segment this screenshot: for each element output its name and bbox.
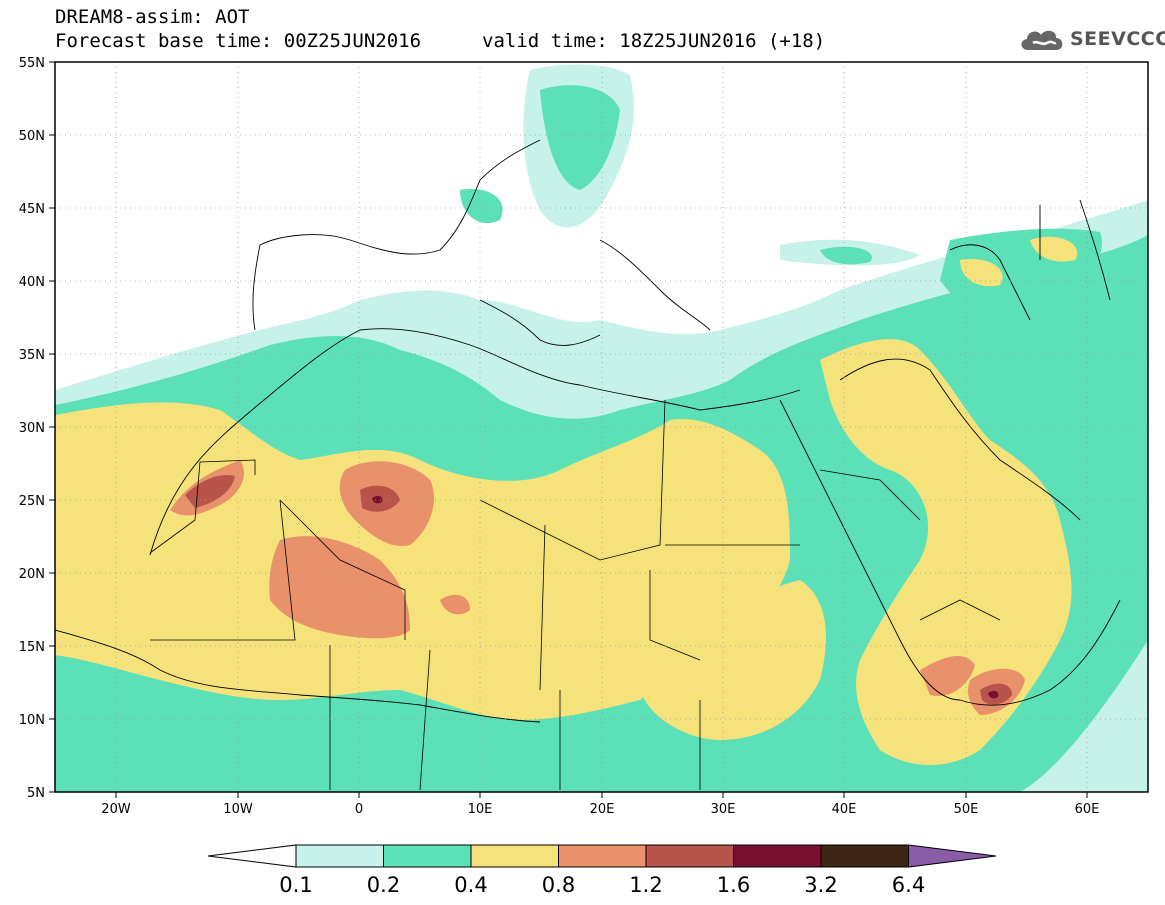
coastlines bbox=[55, 139, 1121, 723]
lat-label: 45N bbox=[19, 202, 45, 217]
colorbar-label: 6.4 bbox=[892, 873, 925, 897]
tick-marks bbox=[49, 61, 1088, 798]
colorbar-label: 0.2 bbox=[367, 873, 400, 897]
colorbar bbox=[207, 844, 997, 868]
valid-time: valid time: 18Z25JUN2016 (+18) bbox=[482, 30, 826, 52]
forecast-base-time: Forecast base time: 00Z25JUN2016 bbox=[55, 30, 422, 52]
lon-label: 20E bbox=[590, 802, 615, 817]
grid-lines bbox=[55, 62, 1148, 792]
colorbar-cell bbox=[383, 844, 472, 868]
lon-label: 30E bbox=[711, 802, 736, 817]
colorbar-cell bbox=[295, 844, 384, 868]
lon-label: 60E bbox=[1075, 802, 1100, 817]
colorbar-label: 3.2 bbox=[804, 873, 837, 897]
colorbar-label: 1.2 bbox=[629, 873, 662, 897]
cloud-icon bbox=[1021, 30, 1063, 50]
colorbar-cell bbox=[733, 844, 822, 868]
lon-label: 0 bbox=[355, 802, 363, 817]
latitude-labels: 55N 50N 45N 40N 35N 30N 25N 20N 15N 10N … bbox=[19, 56, 45, 801]
lon-label: 10E bbox=[468, 802, 493, 817]
aot-level-1-6 bbox=[372, 495, 999, 699]
colorbar-cell bbox=[558, 844, 647, 868]
lat-label: 35N bbox=[19, 348, 45, 363]
lat-label: 50N bbox=[19, 129, 45, 144]
lon-label: 20W bbox=[101, 802, 131, 817]
colorbar-cell bbox=[470, 844, 559, 868]
colorbar-label: 0.8 bbox=[542, 873, 575, 897]
lat-label: 55N bbox=[19, 56, 45, 71]
lon-label: 50E bbox=[954, 802, 979, 817]
colorbar-cell-over bbox=[908, 844, 997, 868]
lat-label: 10N bbox=[19, 713, 45, 728]
lat-label: 20N bbox=[19, 567, 45, 582]
colorbar-cell bbox=[645, 844, 734, 868]
colorbar-cell-under bbox=[207, 844, 297, 868]
seevccc-logo: SEEVCCC bbox=[1018, 24, 1165, 54]
colorbar-label: 0.4 bbox=[454, 873, 487, 897]
lat-label: 40N bbox=[19, 275, 45, 290]
colorbar-cell bbox=[820, 844, 909, 868]
country-borders bbox=[149, 399, 1001, 791]
lat-label: 5N bbox=[27, 786, 45, 801]
lat-label: 25N bbox=[19, 494, 45, 509]
colorbar-labels: 0.1 0.2 0.4 0.8 1.2 1.6 3.2 6.4 bbox=[279, 873, 925, 897]
lon-label: 40E bbox=[832, 802, 857, 817]
map-title: DREAM8-assim: AOT bbox=[55, 6, 250, 28]
lat-label: 30N bbox=[19, 421, 45, 436]
colorbar-label: 1.6 bbox=[717, 873, 750, 897]
longitude-labels: 20W 10W 0 10E 20E 30E 40E 50E 60E bbox=[101, 802, 1099, 817]
lat-label: 15N bbox=[19, 640, 45, 655]
logo-text: SEEVCCC bbox=[1070, 28, 1165, 50]
colorbar-label: 0.1 bbox=[279, 873, 312, 897]
lon-label: 10W bbox=[223, 802, 253, 817]
aot-fields bbox=[55, 62, 1148, 792]
